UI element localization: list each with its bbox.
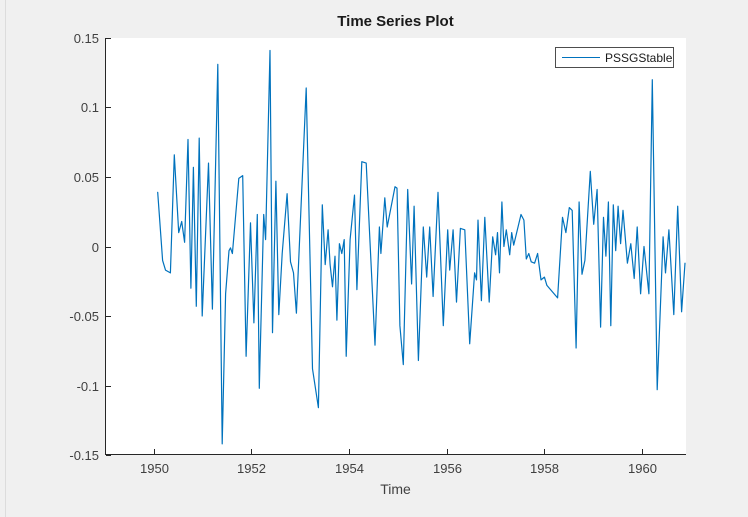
chart-title: Time Series Plot	[337, 13, 454, 30]
y-tick-label: 0	[92, 240, 99, 255]
legend-line-sample	[562, 57, 600, 58]
plot-area	[105, 38, 686, 455]
x-tick-label: 1958	[530, 461, 559, 476]
window-edge-divider	[5, 0, 6, 517]
x-tick-label: 1952	[237, 461, 266, 476]
y-tick-label: -0.1	[77, 379, 99, 394]
x-tick-label: 1954	[335, 461, 364, 476]
x-tick-label: 1956	[433, 461, 462, 476]
y-tick-label: 0.05	[74, 170, 99, 185]
y-tick-label: 0.15	[74, 31, 99, 46]
y-tick-label: 0.1	[81, 100, 99, 115]
series-line-pssgstable	[157, 49, 686, 445]
y-tick-label: -0.05	[69, 309, 99, 324]
x-tick-label: 1950	[140, 461, 169, 476]
legend[interactable]: PSSGStable	[555, 47, 674, 68]
legend-label: PSSGStable	[605, 50, 673, 65]
x-axis-label: Time	[380, 481, 411, 497]
x-tick-label: 1960	[628, 461, 657, 476]
y-tick-label: -0.15	[69, 448, 99, 463]
